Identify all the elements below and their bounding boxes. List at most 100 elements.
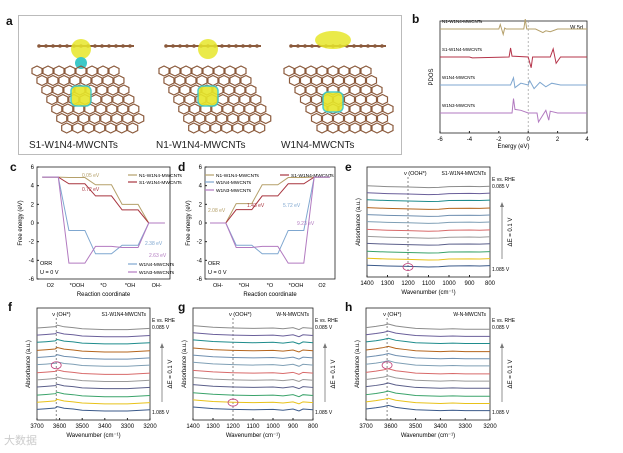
category-label: *O: [100, 283, 107, 289]
sulfur-atom: [75, 57, 87, 69]
hexagon-ring: [100, 112, 112, 125]
spectrum-line: [366, 228, 491, 232]
hexagon-ring: [316, 122, 328, 134]
spectrum-line: [365, 330, 490, 337]
hexagon-ring: [360, 84, 372, 96]
category-label: OH-: [213, 283, 223, 289]
legend-label: W1N3-MWCNTs: [216, 188, 252, 194]
spectrum-line: [366, 185, 491, 189]
hexagon-ring: [94, 122, 106, 134]
hexagon-ring: [354, 112, 367, 125]
x-tick-label: 3400: [434, 424, 448, 430]
structure-model: [158, 39, 272, 134]
spectrum-line: [192, 399, 314, 405]
panel-label-c: c: [10, 160, 17, 174]
potential-top: 0.085 V: [492, 325, 510, 331]
y-tick-label: 2: [199, 202, 203, 208]
carbon-atom: [37, 44, 41, 48]
potential-label: U = 0 V: [208, 270, 227, 276]
spectrum-line: [36, 347, 151, 353]
hexagon-ring: [288, 74, 301, 87]
pdos-line: [440, 98, 587, 124]
carbon-atom: [93, 44, 97, 48]
x-tick-label: 1300: [381, 281, 395, 287]
spectrum-line: [365, 397, 490, 404]
y-axis-label: Absorbance (a.u.): [26, 340, 32, 388]
hexagon-ring: [185, 74, 197, 87]
hexagon-ring: [57, 93, 69, 106]
potential-header: E vs. RHE: [315, 318, 339, 324]
x-tick-label: 3300: [121, 424, 135, 430]
category-label: OH-: [152, 283, 162, 289]
series-label: W1N3-MWCNTs: [442, 103, 476, 108]
series-label: N1-W1N4-MWCNTs: [442, 19, 483, 24]
y-axis-label: PDOS: [429, 68, 435, 85]
hexagon-ring: [113, 74, 125, 87]
barrier-annotation: 0.05 eV: [82, 173, 100, 179]
category-label: *OH: [125, 283, 135, 289]
y-axis-label: Absorbance (a.u.): [355, 340, 361, 388]
structure-label: S1-W1N4-MWCNTs: [29, 140, 118, 151]
pdos-line: [440, 75, 587, 90]
hexagon-ring: [163, 74, 175, 87]
potential-step-label: ΔE = 0.1 V: [508, 360, 514, 389]
hexagon-ring: [316, 84, 328, 96]
hexagon-ring: [371, 103, 383, 115]
hexagon-ring: [53, 65, 65, 77]
x-tick-label: 1400: [186, 424, 200, 430]
carbon-atom: [121, 44, 125, 48]
x-tick-label: 800: [308, 424, 319, 430]
spectrum-line: [192, 361, 314, 367]
peak-label: ν (OH*): [52, 312, 71, 318]
y-axis-label: Absorbance (a.u.): [182, 340, 188, 388]
series-label: W1N4-MWCNTs: [442, 75, 476, 80]
spectrum-line: [192, 339, 314, 345]
category-label: *OOH: [70, 283, 85, 289]
axes-frame-b: [439, 20, 588, 134]
hexagon-ring: [191, 65, 203, 77]
panel-label-d: d: [178, 160, 186, 174]
sample-label: W-N-MWCNTs: [453, 312, 486, 318]
x-axis-label: Reaction coordinate: [77, 292, 131, 298]
legend-label: W1N4-MWCNTs: [216, 180, 252, 186]
legend-label: S1-W1N4-MWCNTs: [291, 173, 334, 179]
w-n4-site: [322, 91, 344, 113]
hexagon-ring: [376, 112, 389, 125]
hexagon-ring: [321, 74, 334, 87]
hexagon-ring: [205, 112, 217, 125]
hexagon-ring: [199, 122, 211, 134]
hexagon-ring: [83, 122, 95, 134]
hexagon-ring: [62, 103, 74, 115]
spectrum-line: [365, 404, 490, 412]
hexagon-ring: [343, 74, 356, 87]
spectrum-line: [366, 207, 491, 210]
hexagon-ring: [97, 65, 109, 77]
carbon-atom: [380, 44, 384, 48]
panel-label-b: b: [412, 12, 420, 26]
hexagon-ring: [116, 122, 128, 134]
spectrum-line: [36, 376, 151, 382]
hexagon-ring: [365, 93, 378, 106]
hexagon-ring: [283, 65, 295, 77]
potential-label: U = 0 V: [40, 270, 59, 276]
spectrum-line: [365, 323, 490, 330]
spectrum-line: [192, 347, 314, 353]
x-tick-label: 3700: [30, 424, 44, 430]
x-tick-label: 3200: [483, 424, 497, 430]
spectrum-line: [36, 361, 151, 367]
hexagon-ring: [305, 84, 317, 96]
x-axis-label: Wavenumber (cm⁻¹): [401, 290, 455, 296]
potential-step-label: ΔE = 0.1 V: [508, 218, 514, 247]
y-tick-label: -2: [29, 240, 35, 246]
hexagon-ring: [216, 112, 228, 125]
energy-path: [42, 176, 165, 264]
hexagon-ring: [123, 93, 135, 106]
y-tick-label: -4: [29, 258, 35, 264]
hexagon-ring: [78, 112, 90, 125]
axes-frame-f: [36, 307, 151, 421]
hexagon-ring: [327, 65, 339, 77]
hexagon-ring: [255, 103, 267, 115]
x-tick-label: 1200: [226, 424, 240, 430]
hexagon-ring: [106, 103, 118, 115]
hexagon-ring: [51, 103, 63, 115]
